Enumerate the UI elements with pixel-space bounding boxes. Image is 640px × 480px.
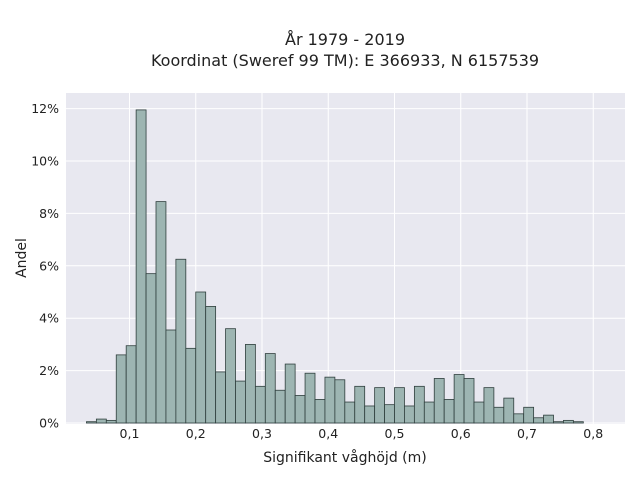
histogram-bar-31 [394, 387, 405, 424]
histogram-bar-24 [324, 376, 336, 424]
histogram-bar-0 [86, 421, 97, 424]
histogram-bar-16 [245, 343, 256, 424]
histogram-bar-9 [175, 258, 187, 424]
x-tick-label: 0,1 [120, 426, 140, 441]
histogram-bar-46 [543, 414, 554, 424]
histogram-bar-15 [235, 380, 246, 424]
y-tick-labels: 0% 2% 4% 6% 8% 10% 12% [31, 101, 59, 430]
x-tick-label: 0,3 [252, 426, 272, 441]
histogram-bar-35 [433, 378, 445, 424]
histogram-bar-28 [364, 405, 376, 424]
x-axis-label: Signifikant våghöjd (m) [263, 449, 426, 466]
histogram-bar-4 [125, 345, 137, 424]
histogram-bar-45 [533, 417, 544, 424]
y-tick-label: 10% [31, 154, 59, 169]
histogram-bar-25 [334, 379, 346, 424]
histogram-bar-17 [254, 385, 266, 424]
histogram-bars [86, 109, 584, 424]
histogram-bar-37 [453, 374, 465, 424]
histogram-bar-12 [205, 306, 217, 424]
histogram-bar-42 [503, 397, 515, 424]
histogram-bar-41 [493, 406, 505, 424]
histogram-bar-27 [354, 385, 366, 424]
x-tick-labels: 0,1 0,2 0,3 0,4 0,5 0,6 0,7 0,8 [120, 426, 604, 441]
chart-title-line-2: Koordinat (Sweref 99 TM): E 366933, N 61… [151, 51, 539, 70]
histogram-bar-13 [215, 371, 226, 424]
histogram-bar-34 [423, 401, 435, 424]
histogram-bar-26 [344, 401, 356, 424]
x-tick-label: 0,2 [186, 426, 206, 441]
histogram-bar-1 [95, 418, 107, 424]
y-tick-label: 2% [39, 363, 59, 378]
histogram-bar-36 [443, 399, 455, 424]
x-tick-label: 0,7 [517, 426, 537, 441]
histogram-bar-10 [185, 347, 197, 424]
histogram-bar-21 [294, 395, 306, 424]
histogram-bar-18 [264, 353, 276, 424]
histogram-bar-19 [274, 389, 286, 424]
y-tick-label: 6% [39, 258, 59, 273]
y-tick-label: 12% [31, 101, 59, 116]
y-tick-label: 4% [39, 311, 59, 326]
histogram-bar-39 [473, 401, 485, 424]
histogram-bar-44 [523, 406, 535, 424]
histogram-bar-2 [105, 419, 117, 424]
x-tick-label: 0,6 [451, 426, 471, 441]
histogram-bar-5 [135, 109, 147, 424]
histogram-bar-32 [404, 405, 415, 424]
histogram-bar-11 [195, 291, 207, 424]
histogram-bar-29 [374, 387, 385, 424]
y-tick-label: 8% [39, 206, 59, 221]
histogram-bar-22 [304, 372, 316, 424]
histogram-bar-7 [155, 201, 167, 424]
histogram-bar-30 [384, 404, 395, 424]
histogram-bar-20 [284, 363, 296, 424]
histogram-bar-38 [463, 378, 475, 424]
histogram-bar-3 [115, 354, 127, 424]
histogram-bar-43 [513, 413, 525, 424]
histogram-bar-40 [483, 387, 495, 424]
histogram-bar-14 [225, 328, 236, 424]
x-tick-label: 0,4 [318, 426, 338, 441]
histogram-bar-48 [563, 419, 574, 424]
y-tick-label: 0% [39, 416, 59, 431]
histogram-bar-8 [165, 329, 177, 424]
chart-title-line-1: År 1979 - 2019 [285, 30, 405, 49]
x-tick-label: 0,8 [583, 426, 603, 441]
histogram-bar-47 [553, 421, 564, 424]
y-axis-label: Andel [14, 238, 30, 278]
x-tick-label: 0,5 [385, 426, 405, 441]
histogram-bar-6 [145, 273, 157, 424]
histogram-bar-33 [413, 385, 425, 424]
histogram-bar-49 [572, 421, 584, 424]
histogram-bar-23 [314, 399, 326, 424]
